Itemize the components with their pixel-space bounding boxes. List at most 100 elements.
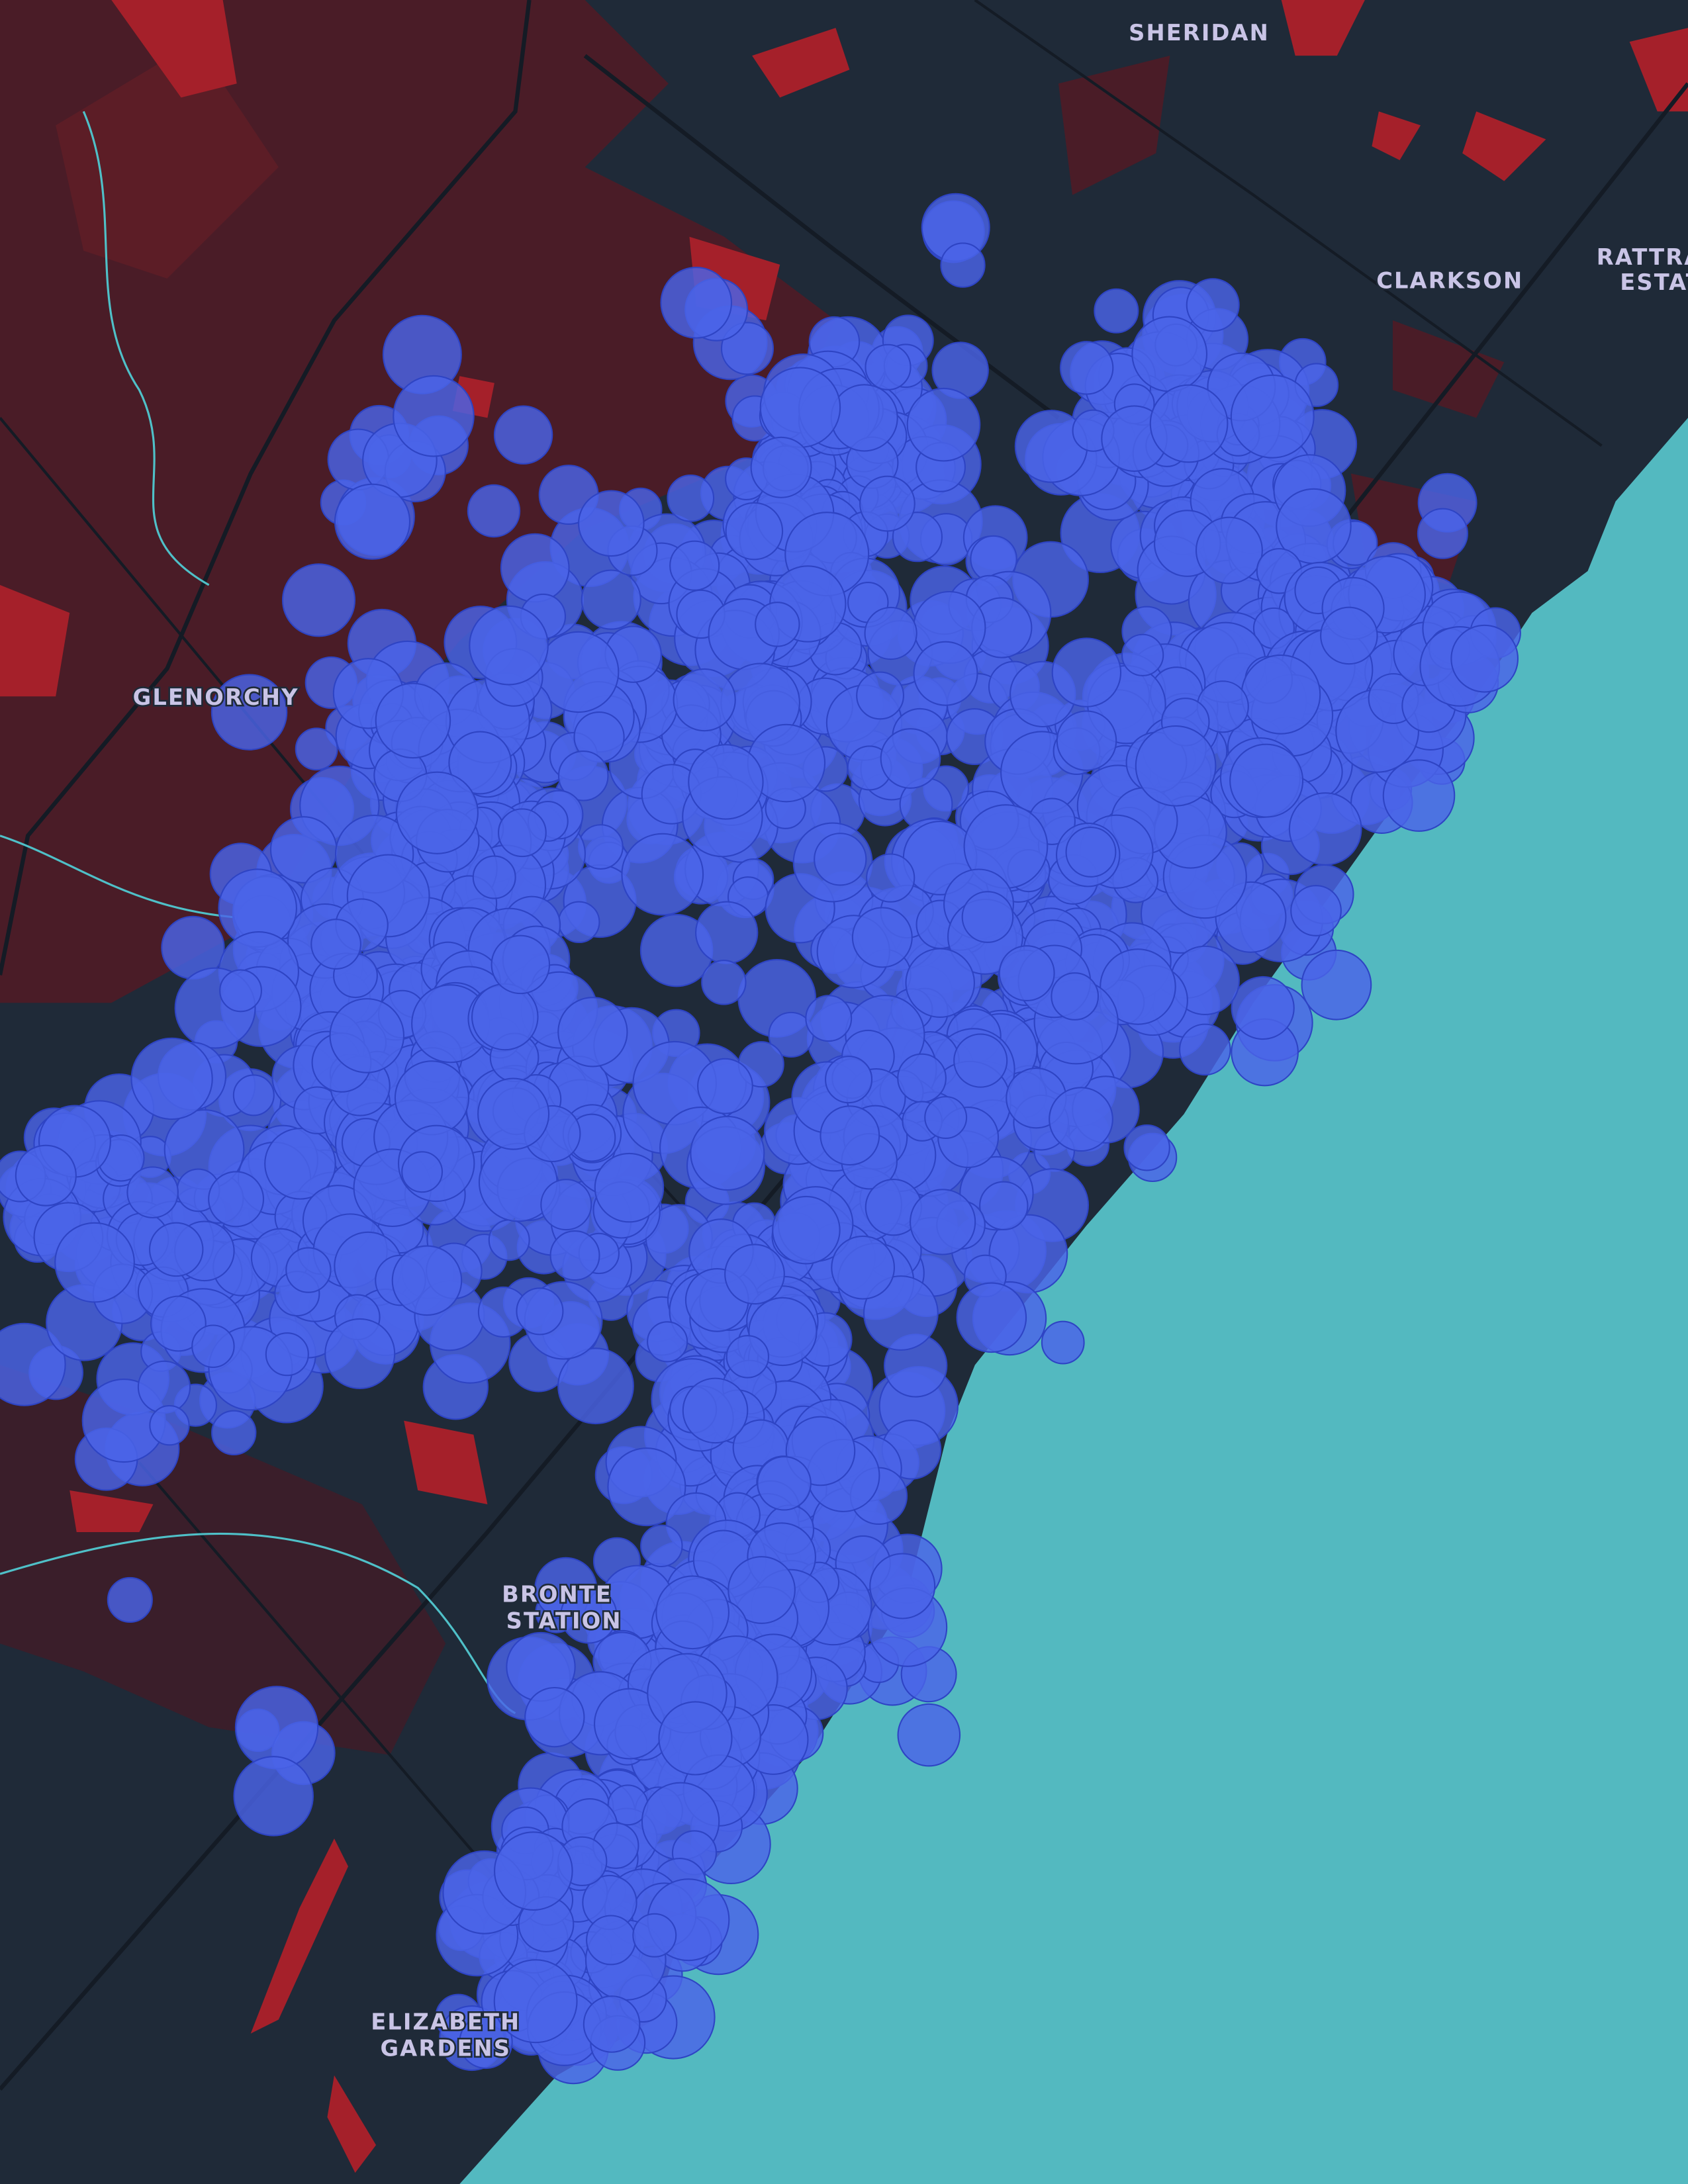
point (471, 983, 539, 1051)
point (831, 1235, 896, 1300)
area (1372, 111, 1421, 161)
point (394, 1060, 470, 1136)
area (404, 1420, 488, 1504)
point (557, 1347, 634, 1425)
point (1041, 1320, 1085, 1365)
point (285, 1247, 332, 1293)
point (1135, 725, 1217, 807)
point (395, 771, 479, 854)
point (594, 1152, 665, 1223)
point (647, 1321, 688, 1363)
point (459, 2015, 513, 2070)
point (820, 1105, 880, 1166)
point (621, 833, 704, 916)
point (961, 891, 1014, 943)
point (956, 1282, 1027, 1353)
point (549, 1230, 600, 1281)
place-label: ELIZABETH (371, 2009, 520, 2034)
point (391, 1245, 463, 1316)
point (682, 1377, 749, 1444)
place-label: GLENORCHY (133, 684, 299, 710)
area (0, 584, 70, 697)
point (581, 569, 641, 630)
point (467, 484, 521, 538)
point (264, 1128, 336, 1200)
point (472, 855, 516, 899)
point (688, 744, 764, 820)
point (578, 824, 624, 870)
point (54, 1222, 135, 1303)
point (660, 267, 733, 339)
point (667, 475, 715, 522)
point (640, 1524, 683, 1568)
point (865, 343, 912, 390)
point (863, 1275, 939, 1351)
point (869, 1553, 936, 1619)
area (1392, 320, 1505, 418)
point (393, 375, 475, 457)
area (752, 28, 850, 98)
point (759, 367, 841, 448)
point (856, 671, 904, 720)
point (1051, 637, 1122, 707)
point (726, 1335, 770, 1379)
point (1301, 949, 1372, 1021)
point (493, 405, 553, 465)
area (250, 1839, 348, 2034)
point (211, 1410, 257, 1456)
point (586, 1915, 636, 1966)
area (327, 2075, 377, 2173)
point (658, 1701, 733, 1776)
point (1229, 743, 1304, 818)
point (750, 436, 812, 498)
place-label: GARDENS (380, 2035, 511, 2061)
point (583, 1995, 641, 2053)
point (524, 1686, 585, 1748)
point (232, 1074, 275, 1116)
point (148, 1222, 204, 1277)
point (1195, 516, 1263, 584)
point (211, 674, 288, 751)
point (1290, 885, 1342, 936)
point (690, 1115, 765, 1191)
road (0, 0, 532, 976)
point (697, 1058, 753, 1115)
point (830, 384, 898, 452)
point (1131, 316, 1208, 392)
point (15, 1144, 77, 1206)
point (150, 1295, 207, 1352)
point (0, 1322, 66, 1406)
area (111, 0, 237, 98)
point (557, 997, 628, 1068)
point (149, 1404, 190, 1446)
point (126, 1166, 179, 1218)
point (516, 1287, 564, 1336)
point (1288, 792, 1362, 866)
point (864, 606, 917, 660)
place-label: STATION (506, 1608, 622, 1633)
point (500, 533, 570, 603)
point (1186, 278, 1240, 332)
road (974, 0, 1603, 447)
area (1281, 0, 1365, 56)
place-label: BRONTE (502, 1581, 612, 1607)
point (1320, 606, 1378, 665)
point (805, 995, 853, 1042)
point (1179, 1023, 1231, 1076)
point (724, 1244, 785, 1305)
point (540, 1179, 592, 1231)
point (493, 1831, 573, 1911)
point (725, 502, 784, 561)
point (695, 901, 759, 964)
point (655, 1575, 730, 1650)
place-label: ESTATES (1620, 269, 1688, 295)
point (906, 387, 981, 462)
point (578, 490, 645, 557)
point (940, 242, 986, 288)
point (701, 960, 747, 1005)
place-label: SHERIDAN (1129, 20, 1270, 46)
point (755, 602, 800, 647)
point (897, 1053, 947, 1103)
point (233, 1756, 314, 1837)
water (459, 418, 1688, 2184)
